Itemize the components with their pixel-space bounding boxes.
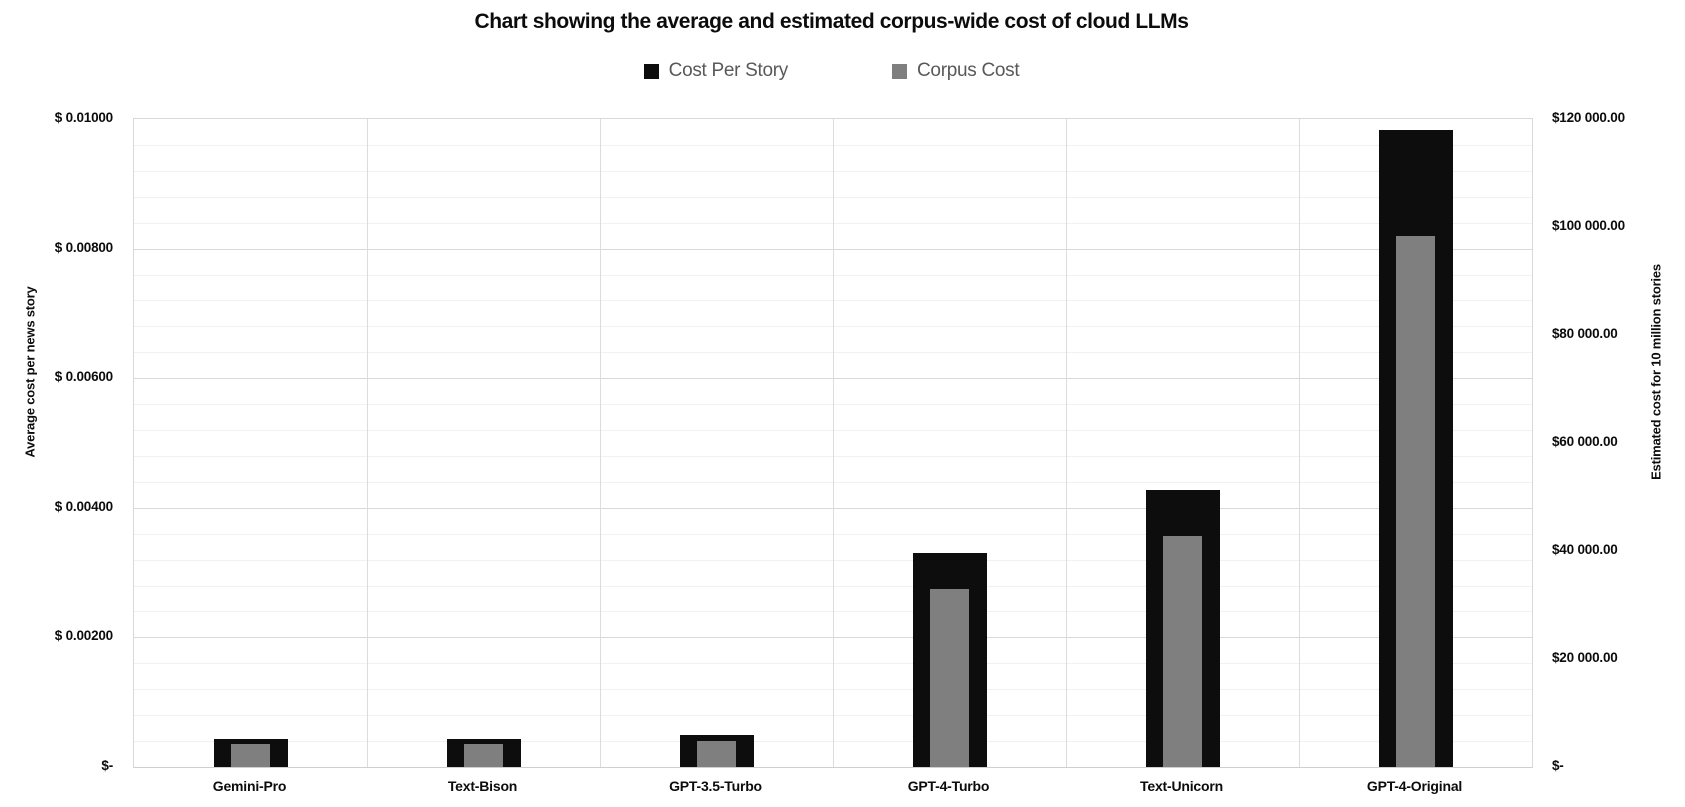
legend-label-cost-per-story: Cost Per Story — [668, 60, 789, 81]
category-gridline — [600, 119, 601, 767]
category-label-text-unicorn: Text-Unicorn — [1140, 778, 1223, 794]
bar-corpus-cost-gpt-3.5-turbo — [697, 740, 736, 767]
category-label-text-bison: Text-Bison — [447, 778, 518, 794]
category-gridline — [367, 119, 368, 767]
right-axis-tick: $120 000.00 — [1552, 110, 1625, 125]
left-axis-tick: $ 0.00800 — [54, 239, 113, 255]
left-axis-tick: $- — [101, 758, 113, 773]
left-axis-tick: $ 0.00600 — [54, 369, 113, 385]
right-axis-tick: $80 000.00 — [1552, 326, 1618, 341]
legend-swatch-corpus-cost — [892, 63, 908, 79]
bar-corpus-cost-gpt-4-turbo — [930, 588, 969, 767]
legend-item-cost-per-story: Cost Per Story — [643, 60, 789, 82]
legend-item-corpus-cost: Corpus Cost — [892, 60, 1020, 82]
chart-title: Chart showing the average and estimated … — [474, 10, 1189, 33]
left-axis-tick: $ 0.00200 — [54, 628, 113, 644]
right-axis-tick: $60 000.00 — [1552, 434, 1618, 449]
legend: Cost Per Story Corpus Cost — [0, 60, 1663, 82]
category-gridline — [833, 119, 834, 767]
category-label-gpt-3.5-turbo: GPT-3.5-Turbo — [669, 778, 762, 794]
category-label-gpt-4-original: GPT-4-Original — [1366, 778, 1463, 794]
right-axis-tick: $40 000.00 — [1552, 542, 1618, 557]
right-axis-tick: $20 000.00 — [1552, 650, 1618, 665]
bar-corpus-cost-gemini-pro — [231, 743, 270, 767]
plot-area — [133, 118, 1533, 768]
legend-label-corpus-cost: Corpus Cost — [917, 60, 1020, 81]
bar-corpus-cost-text-unicorn — [1163, 536, 1202, 767]
bar-corpus-cost-text-bison — [464, 743, 503, 767]
category-gridline — [1299, 119, 1300, 767]
category-label-gpt-4-turbo: GPT-4-Turbo — [907, 778, 990, 794]
category-gridline — [1066, 119, 1067, 767]
bar-corpus-cost-gpt-4-original — [1396, 236, 1435, 767]
category-label-gemini-pro: Gemini-Pro — [212, 778, 287, 794]
left-axis-tick: $ 0.00400 — [54, 498, 113, 514]
legend-swatch-cost-per-story — [643, 63, 659, 79]
right-axis-tick: $100 000.00 — [1552, 218, 1625, 233]
left-axis-tick: $ 0.01000 — [54, 110, 113, 125]
right-axis-tick: $- — [1552, 758, 1564, 773]
